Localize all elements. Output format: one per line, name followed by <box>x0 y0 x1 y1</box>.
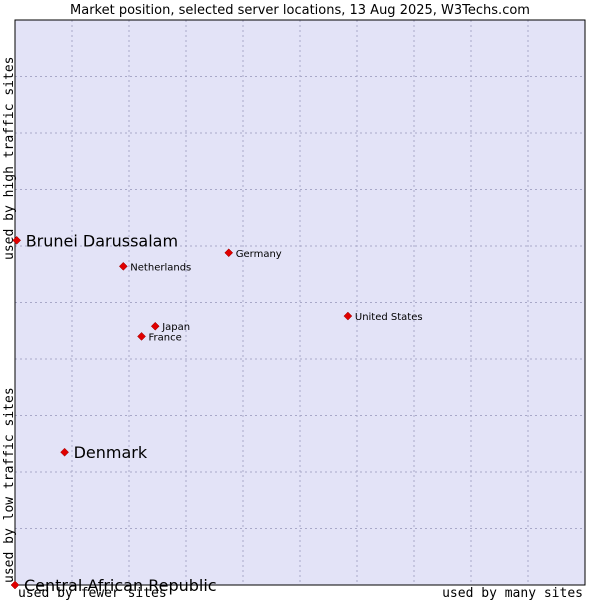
point-label: Germany <box>236 249 282 260</box>
point-marker <box>343 311 353 321</box>
data-point: Denmark <box>60 443 148 462</box>
y-axis-label-low: used by low traffic sites <box>2 387 17 583</box>
point-marker <box>10 580 20 590</box>
data-point: France <box>137 332 182 343</box>
data-point: Japan <box>150 321 190 333</box>
point-label: Denmark <box>74 443 148 462</box>
point-label: United States <box>355 312 423 323</box>
data-point: United States <box>343 311 423 323</box>
point-label: Brunei Darussalam <box>26 231 178 250</box>
point-label: France <box>149 332 182 343</box>
x-axis-label-high: used by many sites <box>442 586 583 600</box>
x-axis-label-low: used by fewer sites <box>18 586 167 600</box>
chart-title: Market position, selected server locatio… <box>70 3 530 18</box>
point-marker <box>150 321 160 331</box>
data-point: Brunei Darussalam <box>12 231 178 250</box>
point-marker <box>118 261 128 271</box>
y-axis-label-high: used by high traffic sites <box>2 57 17 261</box>
data-point: Netherlands <box>118 261 191 273</box>
point-label: Netherlands <box>130 262 191 273</box>
plot-border <box>14 19 586 586</box>
data-point: Germany <box>224 248 282 260</box>
point-label: Central African Republic <box>24 576 217 595</box>
point-marker <box>224 248 234 258</box>
point-marker <box>137 332 146 341</box>
data-points: Brunei Darussalam Germany Netherlands Unite… <box>10 231 423 595</box>
point-marker <box>12 235 22 245</box>
point-label: Japan <box>161 322 190 333</box>
grid-lines <box>15 20 585 585</box>
data-point: Central African Republic <box>10 576 217 595</box>
point-marker <box>60 447 69 457</box>
